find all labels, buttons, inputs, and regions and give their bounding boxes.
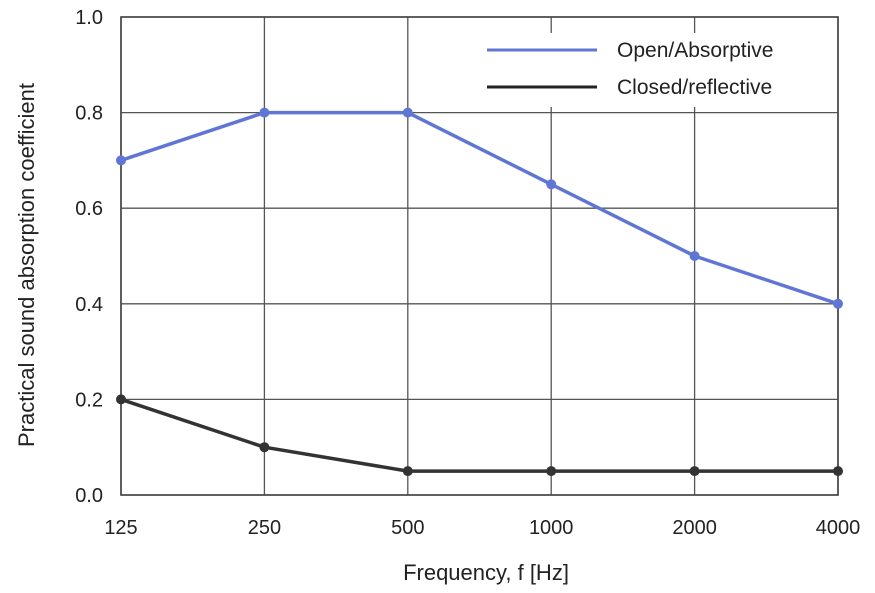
series-line-closed-reflective xyxy=(120,397,838,473)
y-tick-label: 0.6 xyxy=(75,198,103,220)
y-axis-ticks: 0.0 0.2 0.4 0.6 0.8 1.0 xyxy=(75,7,103,507)
y-tick-label: 1.0 xyxy=(75,7,103,29)
data-point-open-absorptive xyxy=(116,155,126,166)
x-axis-title: Frequency, f [Hz] xyxy=(403,560,569,585)
series-points xyxy=(116,107,843,477)
data-point-open-absorptive xyxy=(259,107,270,118)
data-point-closed-reflective xyxy=(259,442,270,453)
plot-area-border xyxy=(120,16,839,496)
data-point-closed-reflective xyxy=(833,466,843,477)
x-tick-label: 250 xyxy=(248,517,281,539)
x-tick-label: 2000 xyxy=(672,517,717,539)
y-axis-title: Practical sound absorption coefficient xyxy=(14,83,39,447)
x-axis-ticks: 125 250 500 1000 2000 4000 xyxy=(104,517,860,539)
data-point-closed-reflective xyxy=(402,466,413,477)
series-lines xyxy=(120,110,839,473)
x-tick-label: 1000 xyxy=(529,517,574,539)
legend-label-closed-reflective: Closed/reflective xyxy=(617,76,772,99)
y-tick-label: 0.2 xyxy=(75,389,103,411)
data-point-closed-reflective xyxy=(546,466,557,477)
legend: Open/Absorptive Closed/reflective xyxy=(476,33,818,107)
x-tick-label: 4000 xyxy=(816,517,861,539)
x-tick-label: 500 xyxy=(391,517,424,539)
data-point-open-absorptive xyxy=(833,298,843,309)
series-line-open-absorptive xyxy=(120,110,839,306)
legend-label-open-absorptive: Open/Absorptive xyxy=(617,39,773,62)
y-tick-label: 0.0 xyxy=(75,485,103,507)
data-point-closed-reflective xyxy=(689,466,700,477)
x-tick-label: 125 xyxy=(104,517,137,539)
data-point-open-absorptive xyxy=(689,251,700,261)
data-point-open-absorptive xyxy=(546,179,557,190)
y-tick-label: 0.4 xyxy=(75,294,103,316)
y-tick-label: 0.8 xyxy=(75,103,103,125)
plot-frame xyxy=(120,16,839,496)
data-point-open-absorptive xyxy=(402,107,413,118)
legend-background xyxy=(476,33,818,107)
data-point-closed-reflective xyxy=(116,394,126,405)
